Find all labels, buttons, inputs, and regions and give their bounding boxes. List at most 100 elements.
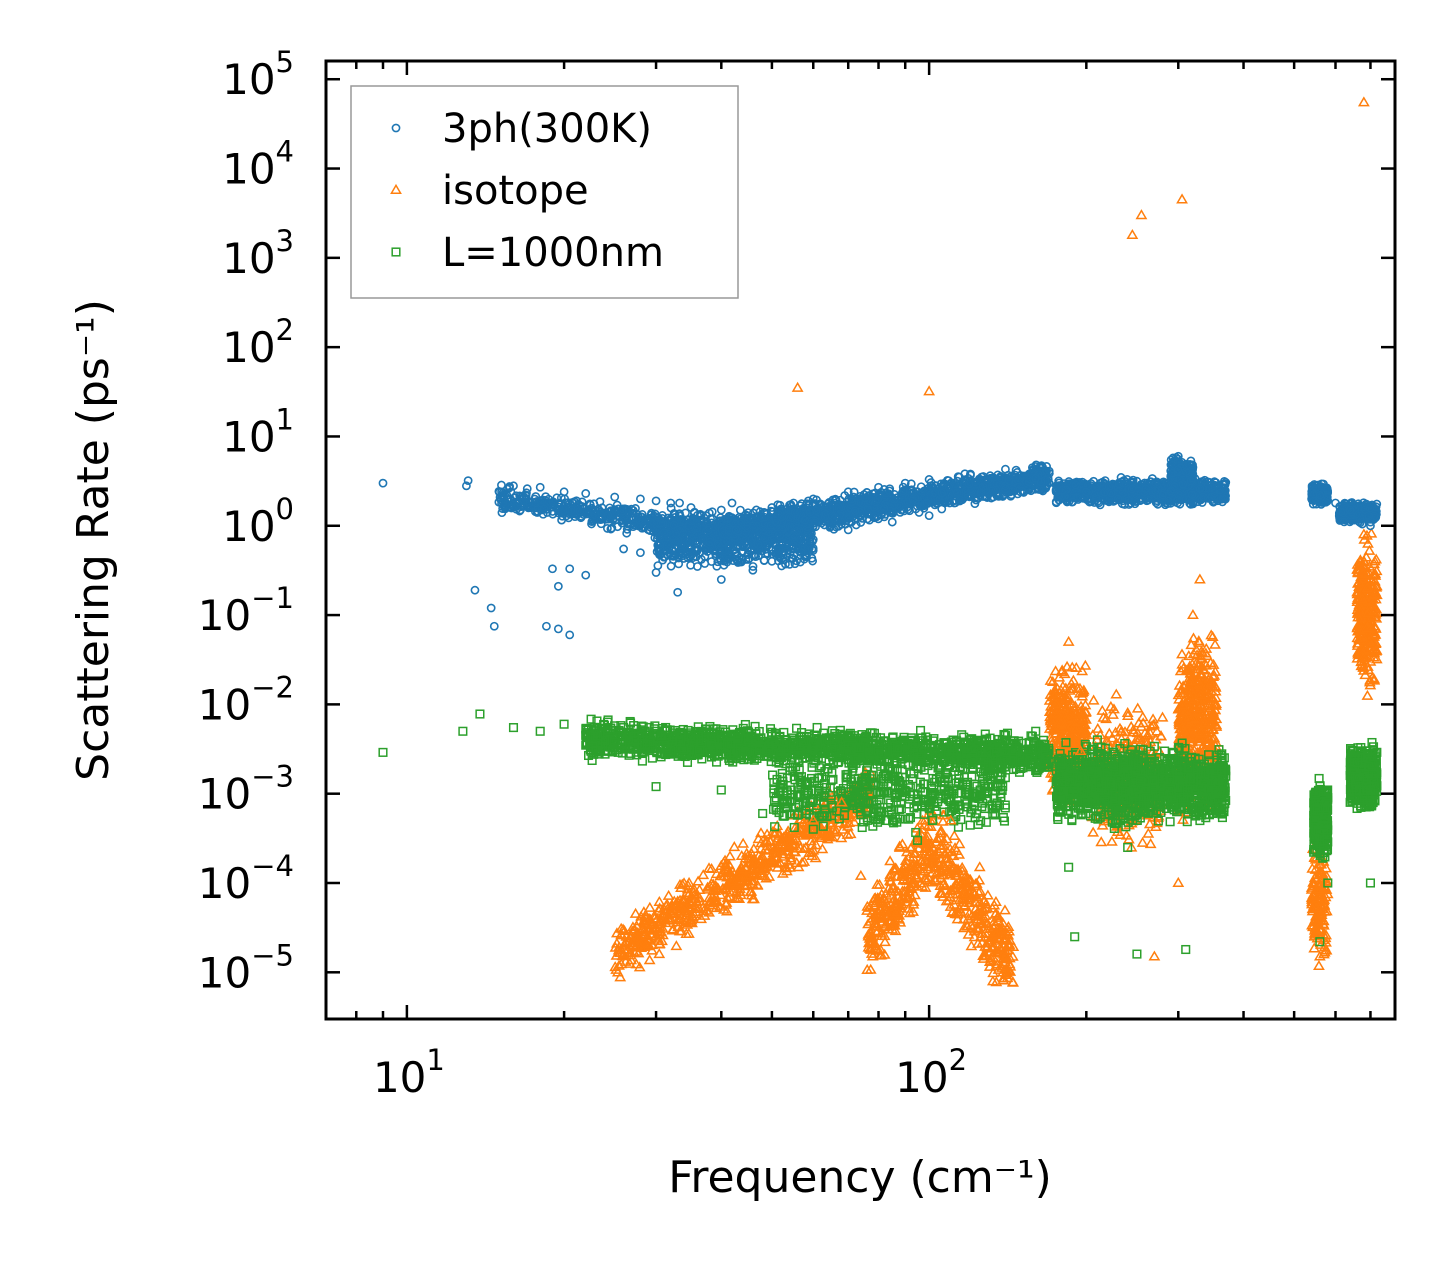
series-3ph-300k- xyxy=(378,451,1375,640)
data-point xyxy=(1121,706,1134,718)
data-point xyxy=(1113,494,1123,504)
data-point xyxy=(774,834,787,845)
data-point xyxy=(1195,484,1205,494)
series-isotope xyxy=(617,96,1377,961)
data-point xyxy=(685,890,697,901)
data-point xyxy=(1345,505,1355,515)
data-point xyxy=(666,498,676,508)
data-point xyxy=(1364,655,1377,666)
data-point xyxy=(378,478,388,488)
point-cloud xyxy=(768,743,1010,838)
data-point xyxy=(912,835,923,845)
data-point xyxy=(808,740,818,750)
data-point xyxy=(542,621,551,631)
data-point xyxy=(559,487,569,497)
data-point xyxy=(1315,937,1325,947)
data-point xyxy=(715,869,728,880)
data-point xyxy=(581,730,591,740)
point-cloud xyxy=(1351,527,1383,700)
data-point xyxy=(767,503,777,512)
data-point xyxy=(835,796,848,807)
data-point xyxy=(535,482,545,492)
data-point xyxy=(742,850,754,861)
data-point xyxy=(617,947,630,959)
data-point xyxy=(463,476,473,486)
data-point xyxy=(1058,485,1067,495)
point-cloud xyxy=(717,460,1054,548)
data-point xyxy=(966,469,975,479)
data-point xyxy=(1050,698,1062,709)
data-point xyxy=(461,481,471,491)
y-tick-label: 10−4 xyxy=(198,849,294,908)
data-point xyxy=(553,624,563,634)
data-point xyxy=(886,923,899,934)
data-point xyxy=(789,498,798,508)
point-cloud xyxy=(1307,479,1333,509)
legend-label: isotope xyxy=(442,168,589,214)
data-point xyxy=(1123,842,1133,853)
data-point xyxy=(1357,528,1370,539)
data-point xyxy=(619,544,629,554)
y-tick-label: 10−3 xyxy=(198,760,294,819)
data-point xyxy=(509,481,518,491)
legend-entry: 3ph(300K) xyxy=(391,106,652,152)
data-point xyxy=(1361,582,1374,593)
legend-entry: isotope xyxy=(390,168,589,214)
data-point xyxy=(650,923,662,934)
point-cloud xyxy=(1345,737,1382,814)
data-point xyxy=(924,746,934,756)
data-point xyxy=(1141,484,1151,494)
x-axis-title: Frequency (cm⁻¹) xyxy=(668,1152,1052,1203)
data-point xyxy=(924,475,934,484)
legend-marker xyxy=(391,123,401,133)
data-point xyxy=(1031,726,1041,736)
y-tick-label: 10−2 xyxy=(198,670,294,729)
data-point xyxy=(788,740,799,750)
point-cloud xyxy=(861,804,1020,987)
data-point xyxy=(716,785,726,795)
data-point xyxy=(651,496,661,506)
data-point xyxy=(758,808,768,819)
y-axis-title: Scattering Rate (ps⁻¹) xyxy=(68,299,119,781)
data-point xyxy=(924,802,934,813)
tick-labels: 105 104 103 102 101 100 10−1 10−2 10−3 10−4 10−5 10… xyxy=(198,45,967,1102)
data-point xyxy=(743,735,753,745)
data-point xyxy=(636,548,645,558)
data-point xyxy=(973,861,986,872)
data-point xyxy=(1172,876,1185,887)
data-point xyxy=(1132,949,1142,959)
legend-label: L=1000nm xyxy=(442,230,664,276)
data-point xyxy=(522,484,532,494)
legend: 3ph(300K) isotope L=1000nm xyxy=(350,85,739,299)
data-point xyxy=(1187,608,1199,620)
data-point xyxy=(559,719,569,729)
data-point xyxy=(1323,878,1333,888)
data-point xyxy=(716,575,726,584)
point-cloud xyxy=(1051,738,1231,833)
data-point xyxy=(1135,209,1148,220)
data-point xyxy=(791,381,804,392)
data-point xyxy=(716,505,726,515)
data-point xyxy=(843,740,853,750)
data-point xyxy=(1195,816,1205,826)
data-point xyxy=(900,478,910,488)
data-point xyxy=(1074,744,1087,756)
data-point xyxy=(1092,735,1102,745)
data-point xyxy=(686,503,696,512)
data-point xyxy=(651,568,661,577)
data-point xyxy=(1331,498,1340,508)
data-point xyxy=(743,508,753,518)
data-point xyxy=(859,793,869,803)
data-point xyxy=(486,603,496,613)
data-point xyxy=(470,585,480,595)
data-point xyxy=(1158,490,1168,500)
x-tick-label: 102 xyxy=(895,1043,967,1102)
y-tick-label: 10−5 xyxy=(198,938,294,997)
y-tick-label: 103 xyxy=(222,224,294,283)
data-point xyxy=(924,511,934,520)
data-point xyxy=(1031,462,1041,471)
data-point xyxy=(581,570,591,580)
y-tick-label: 102 xyxy=(222,313,294,372)
point-cloud xyxy=(1043,659,1092,806)
